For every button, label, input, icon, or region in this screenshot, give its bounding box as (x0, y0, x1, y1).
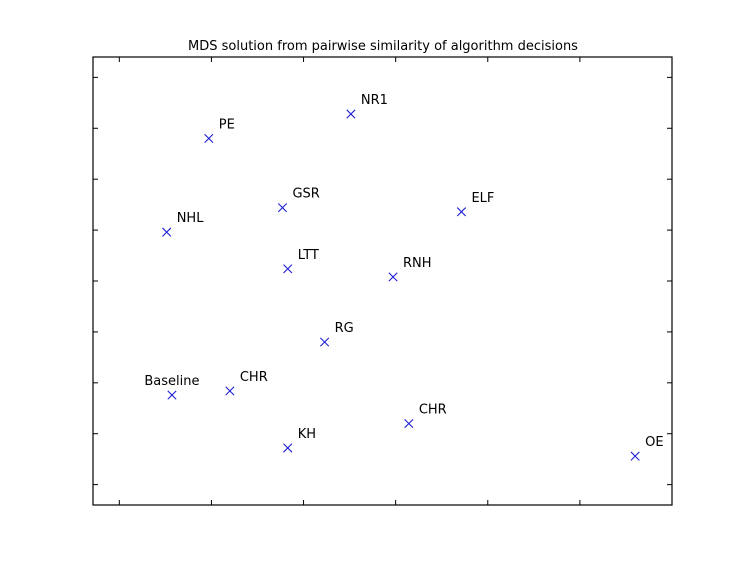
point-marker-stroke (277, 203, 288, 213)
data-point: LTT (283, 248, 319, 274)
data-point: OE (630, 435, 664, 461)
point-label: LTT (298, 248, 319, 263)
data-point: RG (320, 321, 354, 347)
axis-ticks (93, 57, 672, 505)
data-point: NR1 (346, 93, 388, 119)
point-marker-stroke (283, 264, 293, 274)
point-marker-stroke (456, 207, 467, 217)
data-point: CHR (404, 403, 447, 429)
data-point: GSR (277, 187, 320, 213)
point-label: RG (335, 321, 354, 336)
plot-frame (92, 56, 673, 506)
point-marker-stroke (204, 133, 214, 144)
point-label: OE (645, 435, 663, 450)
point-label: Baseline (144, 374, 199, 389)
point-label: CHR (419, 403, 447, 418)
point-marker-stroke (162, 227, 172, 237)
point-label: KH (298, 427, 316, 442)
point-marker-stroke (225, 386, 235, 396)
point-marker-stroke (320, 337, 330, 347)
chart-title: MDS solution from pairwise similarity of… (188, 39, 578, 54)
point-marker-stroke (346, 109, 356, 119)
data-point: ELF (456, 191, 494, 217)
data-point: KH (283, 427, 316, 453)
data-point: Baseline (144, 374, 200, 400)
point-label: NHL (177, 211, 205, 226)
data-point: CHR (225, 370, 268, 396)
point-marker-stroke (404, 418, 414, 429)
point-marker-stroke (388, 272, 398, 282)
data-points: NR1 PE GSR ELF NHL LTT RNH RG Baseline CHR CHR KH OE (144, 93, 664, 461)
data-point: PE (204, 117, 235, 144)
data-point: RNH (388, 256, 432, 282)
point-label: RNH (403, 256, 432, 271)
point-label: PE (219, 117, 235, 132)
point-label: GSR (292, 187, 319, 202)
point-marker-stroke (283, 443, 293, 453)
data-point: NHL (162, 211, 205, 237)
point-label: CHR (240, 370, 268, 385)
point-label: ELF (471, 191, 494, 206)
point-marker-stroke (167, 390, 177, 400)
point-marker-stroke (630, 451, 640, 461)
point-label: NR1 (361, 93, 388, 108)
